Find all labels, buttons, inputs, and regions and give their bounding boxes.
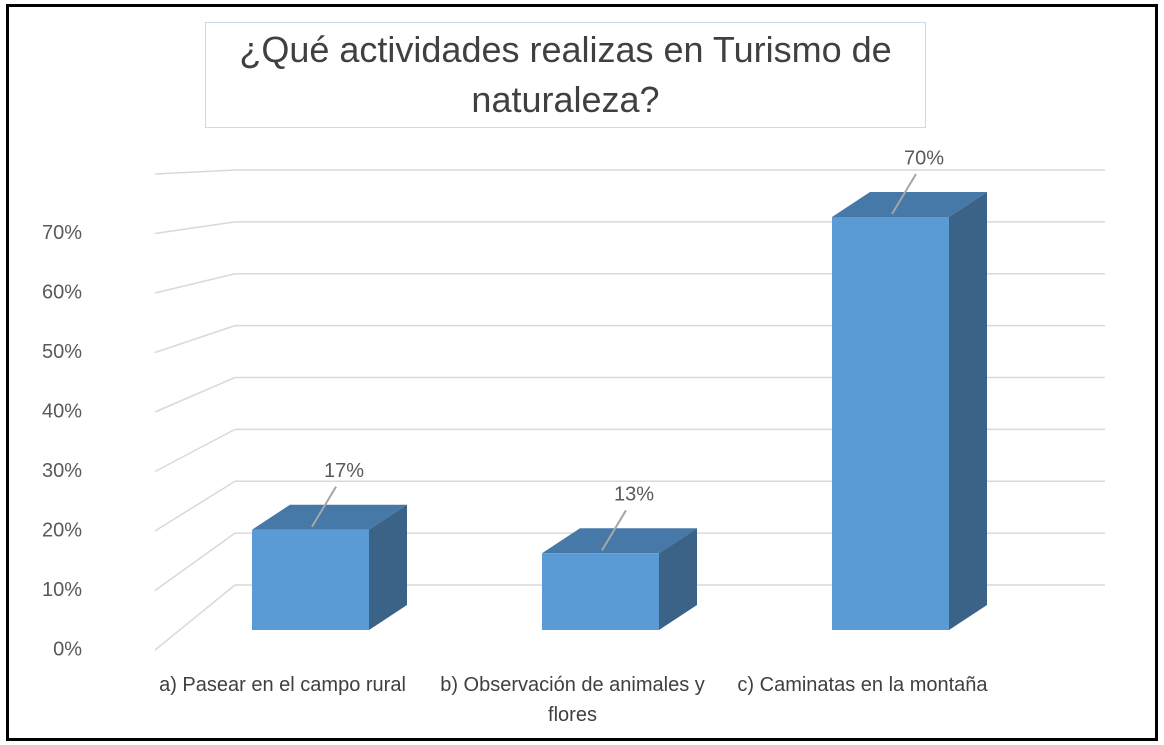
grid-line — [154, 324, 236, 354]
grid-line — [154, 376, 236, 413]
y-tick-label: 10% — [42, 579, 82, 601]
bar — [542, 553, 659, 630]
y-tick-label: 70% — [42, 222, 82, 244]
leader-line — [601, 509, 627, 551]
grid-line — [154, 169, 236, 175]
grid-line — [154, 221, 236, 235]
bar-top — [542, 528, 697, 554]
bar-side — [369, 504, 407, 630]
grid-line — [154, 584, 236, 651]
bar — [252, 529, 369, 630]
data-label: 17% — [324, 460, 364, 482]
data-label: 13% — [614, 484, 654, 506]
x-tick-label: b) Observación de animales y flores — [440, 674, 705, 726]
leader-line — [311, 486, 337, 528]
y-tick-label: 50% — [42, 341, 82, 363]
y-tick-label: 30% — [42, 460, 82, 482]
y-tick-label: 40% — [42, 400, 82, 422]
frame — [6, 4, 1158, 741]
bar-top — [832, 192, 987, 217]
bar — [832, 217, 949, 630]
bar-side — [659, 528, 697, 630]
y-tick-label: 0% — [53, 638, 82, 660]
grid-line — [154, 273, 236, 294]
x-tick-label: a) Pasear en el campo rural — [159, 674, 406, 696]
y-tick-label: 60% — [42, 281, 82, 303]
chart-title: ¿Qué actividades realizas en Turismo de … — [205, 22, 926, 128]
y-tick-label: 20% — [42, 519, 82, 541]
grid-line — [154, 532, 236, 592]
grid-line — [154, 480, 236, 532]
leader-line — [891, 173, 917, 215]
grid-line — [154, 428, 236, 473]
bar-top — [252, 504, 407, 530]
bar-side — [949, 192, 987, 630]
data-label: 70% — [904, 147, 944, 169]
x-tick-label: c) Caminatas en la montaña — [737, 674, 988, 696]
